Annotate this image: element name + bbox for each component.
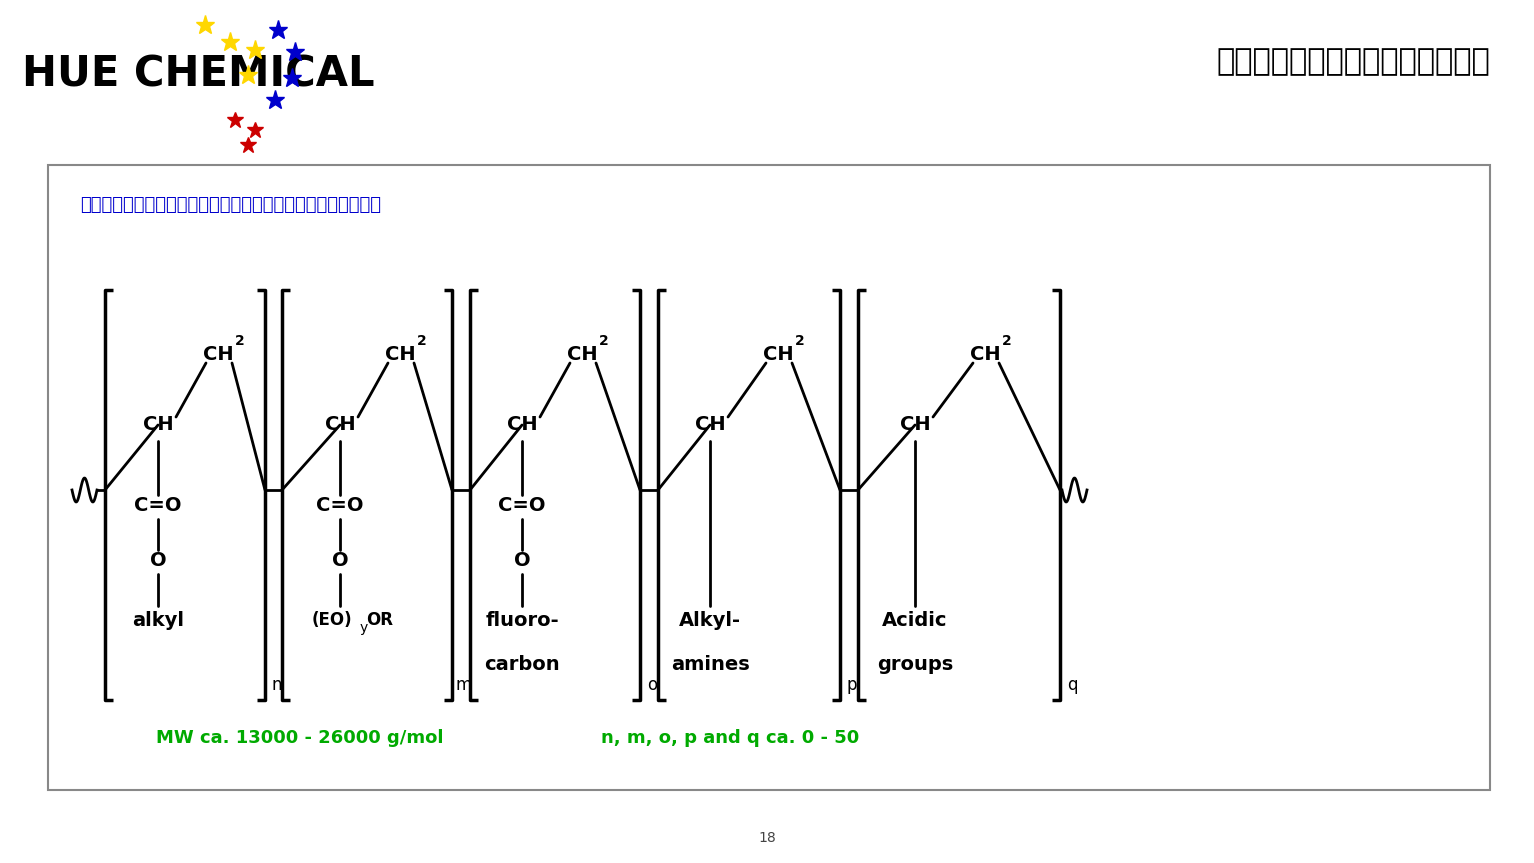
Text: Alkyl-: Alkyl- [680, 610, 741, 629]
Text: 2: 2 [1002, 334, 1012, 348]
Text: C=O: C=O [135, 495, 181, 514]
Text: q: q [1066, 676, 1077, 694]
Text: 2: 2 [417, 334, 426, 348]
Text: MW ca. 13000 - 26000 g/mol: MW ca. 13000 - 26000 g/mol [156, 729, 443, 747]
Text: m: m [456, 676, 472, 694]
Text: fluoro-: fluoro- [485, 610, 558, 629]
Text: HUE CHEMICAL: HUE CHEMICAL [21, 54, 374, 96]
Text: CH: CH [762, 345, 793, 364]
Text: C=O: C=O [316, 495, 364, 514]
Text: y: y [360, 621, 368, 635]
Text: n, m, o, p and q ca. 0 - 50: n, m, o, p and q ca. 0 - 50 [601, 729, 859, 747]
Text: CH: CH [506, 415, 537, 434]
Text: 润湿分散剂的分类：高分子分散剂: 润湿分散剂的分类：高分子分散剂 [1216, 47, 1490, 77]
Text: CH: CH [325, 415, 356, 434]
Text: 2: 2 [795, 334, 805, 348]
Text: CH: CH [969, 345, 1000, 364]
Text: 2: 2 [235, 334, 245, 348]
Text: (EO): (EO) [311, 611, 353, 629]
Text: 聚丙烯酸酯结构：具有相对较好的相容性，可以具有分子量较大: 聚丙烯酸酯结构：具有相对较好的相容性，可以具有分子量较大 [80, 196, 380, 214]
Text: O: O [150, 551, 166, 570]
Text: CH: CH [143, 415, 173, 434]
Text: 2: 2 [600, 334, 609, 348]
Text: amines: amines [670, 656, 750, 675]
Bar [48, 165, 1490, 790]
Text: O: O [514, 551, 531, 570]
Text: n: n [272, 676, 282, 694]
Text: CH: CH [202, 345, 233, 364]
Text: CH: CH [695, 415, 726, 434]
Text: carbon: carbon [485, 656, 560, 675]
Text: 18: 18 [758, 831, 776, 845]
Text: OR: OR [367, 611, 394, 629]
Text: alkyl: alkyl [132, 610, 184, 629]
Text: CH: CH [385, 345, 416, 364]
Text: o: o [647, 676, 657, 694]
Text: C=O: C=O [499, 495, 546, 514]
Text: p: p [847, 676, 858, 694]
Text: Acidic: Acidic [882, 610, 948, 629]
Text: CH: CH [899, 415, 930, 434]
Text: CH: CH [566, 345, 597, 364]
Text: groups: groups [877, 656, 953, 675]
Text: O: O [331, 551, 348, 570]
